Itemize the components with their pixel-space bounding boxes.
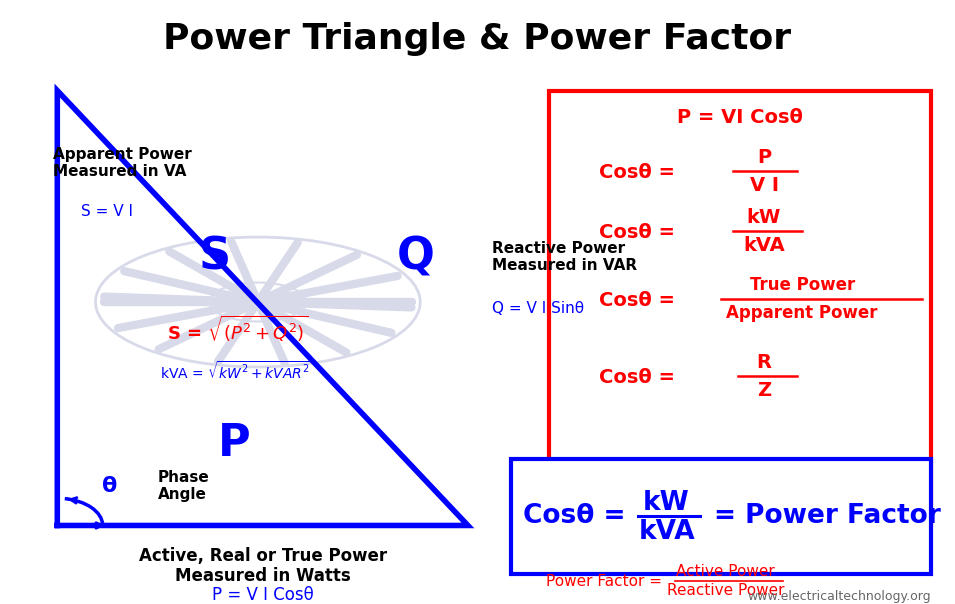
Text: Active, Real or True Power
Measured in Watts: Active, Real or True Power Measured in W…: [138, 547, 387, 585]
Text: Apparent Power: Apparent Power: [727, 304, 878, 322]
Text: V I: V I: [750, 176, 778, 195]
Text: P = VI Cosθ: P = VI Cosθ: [677, 108, 803, 127]
Text: Cosθ =: Cosθ =: [523, 503, 626, 530]
Text: www.electricaltechnology.org: www.electricaltechnology.org: [748, 590, 931, 603]
Text: Power Factor =: Power Factor =: [546, 574, 668, 588]
Text: Cosθ =: Cosθ =: [599, 291, 675, 310]
Text: P = V I Cosθ: P = V I Cosθ: [212, 586, 313, 604]
Text: Power Triangle & Power Factor: Power Triangle & Power Factor: [163, 22, 792, 56]
Text: kW: kW: [747, 208, 781, 227]
Text: Cosθ =: Cosθ =: [599, 368, 675, 387]
Text: kW: kW: [644, 489, 690, 516]
Text: kVA = $\sqrt{kW^2 + kVAR^2}$: kVA = $\sqrt{kW^2 + kVAR^2}$: [160, 361, 313, 382]
Text: kVA: kVA: [638, 518, 695, 545]
Text: Cosθ =: Cosθ =: [599, 162, 675, 182]
Text: Cosθ =: Cosθ =: [599, 223, 675, 242]
Text: Active Power: Active Power: [676, 565, 775, 579]
Text: S = V I: S = V I: [81, 204, 133, 219]
Bar: [549, 91, 931, 525]
Text: Reactive Power: Reactive Power: [667, 583, 785, 598]
Text: R: R: [756, 353, 772, 372]
Text: Phase
Angle: Phase Angle: [158, 470, 209, 503]
Bar: [511, 459, 931, 574]
Text: = Power Factor: = Power Factor: [714, 503, 941, 530]
Text: θ: θ: [102, 476, 117, 496]
Text: Apparent Power
Measured in VA: Apparent Power Measured in VA: [53, 147, 191, 179]
Text: Z: Z: [757, 381, 771, 400]
Text: P: P: [218, 422, 250, 466]
Text: Q = V I Sinθ: Q = V I Sinθ: [492, 301, 584, 315]
Text: S: S: [199, 235, 231, 278]
Text: kVA: kVA: [743, 236, 785, 255]
Text: True Power: True Power: [750, 276, 855, 294]
Text: P: P: [757, 147, 771, 167]
Text: Q: Q: [396, 235, 435, 278]
Text: Reactive Power
Measured in VAR: Reactive Power Measured in VAR: [492, 240, 637, 273]
Text: S = $\sqrt{(P^2 + Q^2)}$: S = $\sqrt{(P^2 + Q^2)}$: [167, 314, 308, 344]
